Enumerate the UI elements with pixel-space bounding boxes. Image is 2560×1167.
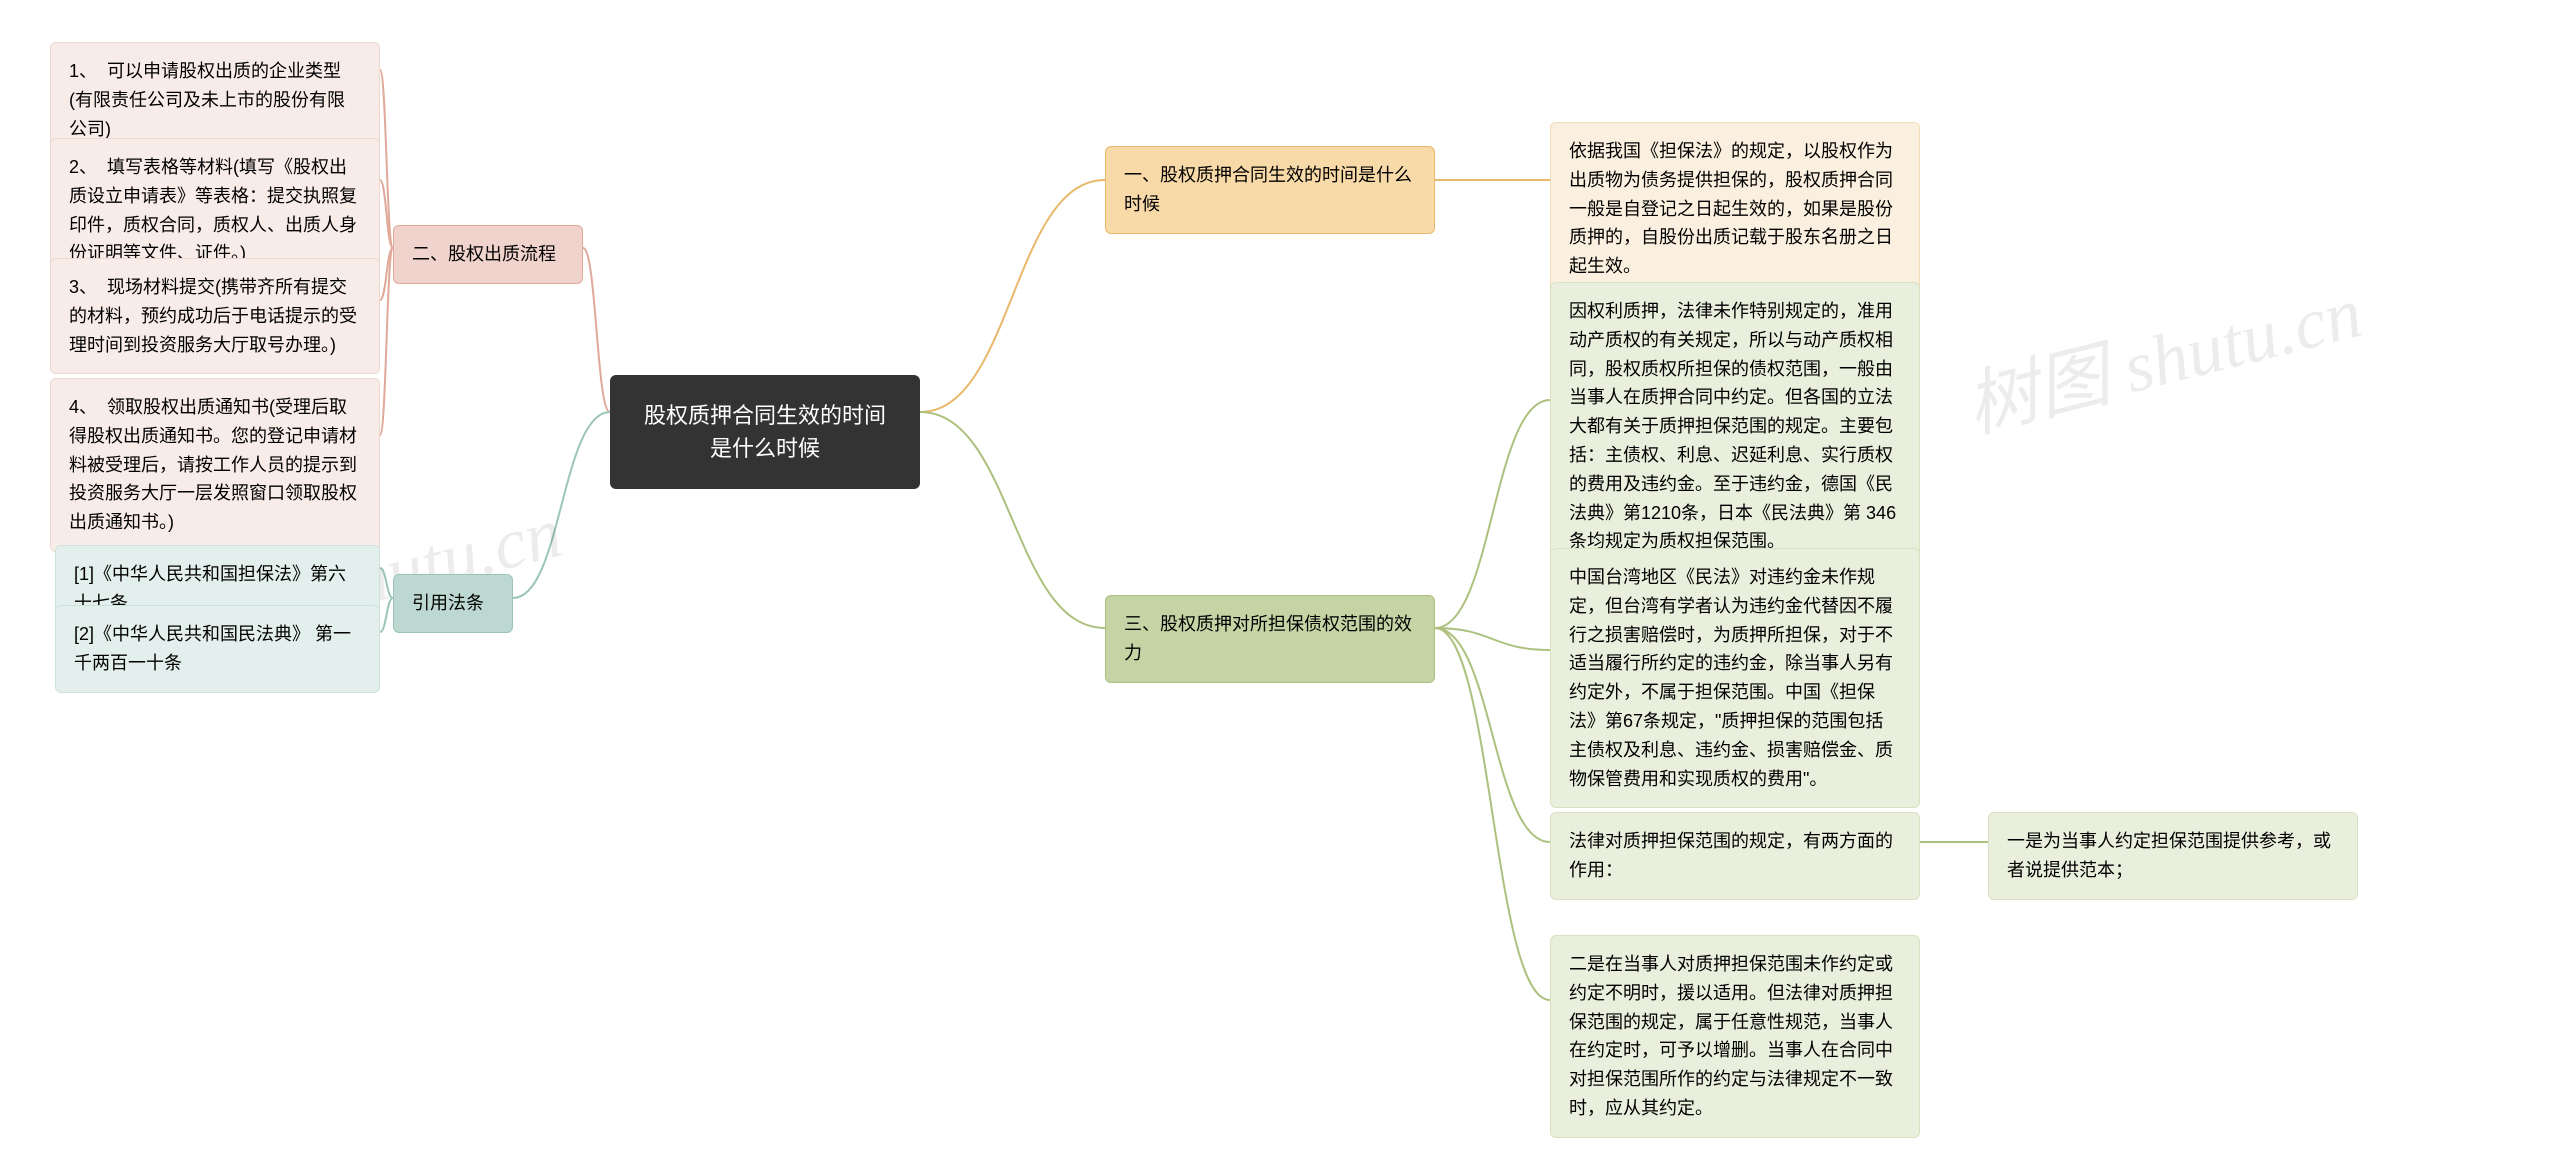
- watermark-2: 树图 shutu.cn: [1953, 253, 2370, 453]
- leaf-2c[interactable]: 3、 现场材料提交(携带齐所有提交的材料，预约成功后于电话提示的受理时间到投资服…: [50, 258, 380, 374]
- branch-4[interactable]: 引用法条: [393, 574, 513, 633]
- leaf-3c[interactable]: 法律对质押担保范围的规定，有两方面的作用：: [1550, 812, 1920, 900]
- leaf-3c1[interactable]: 一是为当事人约定担保范围提供参考，或者说提供范本；: [1988, 812, 2358, 900]
- leaf-1a[interactable]: 依据我国《担保法》的规定，以股权作为出质物为债务提供担保的，股权质押合同一般是自…: [1550, 122, 1920, 296]
- branch-1[interactable]: 一、股权质押合同生效的时间是什么时候: [1105, 146, 1435, 234]
- branch-3[interactable]: 三、股权质押对所担保债权范围的效力: [1105, 595, 1435, 683]
- leaf-2d[interactable]: 4、 领取股权出质通知书(受理后取得股权出质通知书。您的登记申请材料被受理后，请…: [50, 378, 380, 552]
- leaf-4b[interactable]: [2]《中华人民共和国民法典》 第一千两百一十条: [55, 605, 380, 693]
- leaf-3d[interactable]: 二是在当事人对质押担保范围未作约定或约定不明时，援以适用。但法律对质押担保范围的…: [1550, 935, 1920, 1138]
- root-node[interactable]: 股权质押合同生效的时间 是什么时候: [610, 375, 920, 489]
- branch-2[interactable]: 二、股权出质流程: [393, 225, 583, 284]
- leaf-3b[interactable]: 中国台湾地区《民法》对违约金未作规定，但台湾有学者认为违约金代替因不履行之损害赔…: [1550, 548, 1920, 808]
- leaf-3a[interactable]: 因权利质押，法律未作特别规定的，准用动产质权的有关规定，所以与动产质权相同，股权…: [1550, 282, 1920, 571]
